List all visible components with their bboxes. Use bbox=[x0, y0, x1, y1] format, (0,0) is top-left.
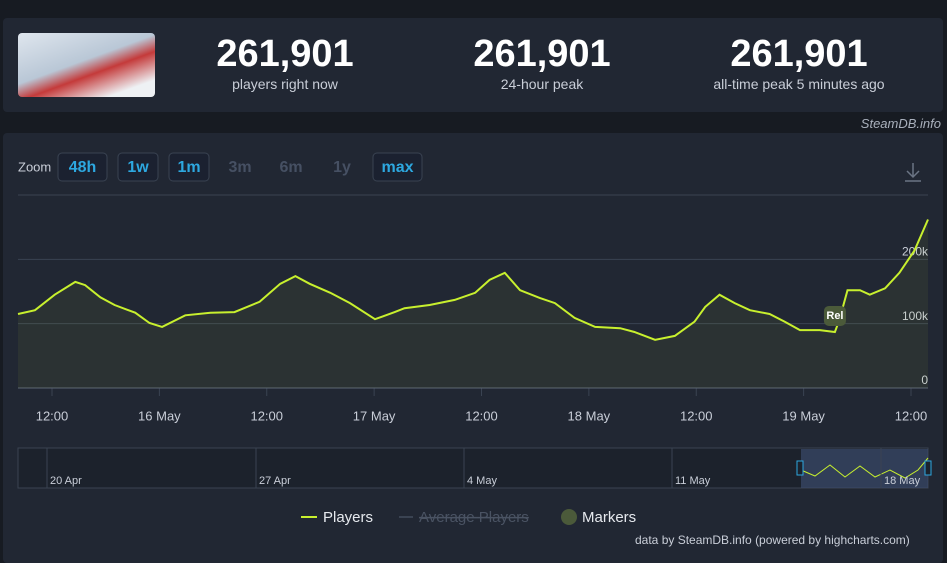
legend-label[interactable]: Average Players bbox=[419, 509, 529, 526]
stat-value: 261,901 bbox=[473, 33, 611, 75]
game-image bbox=[18, 33, 155, 97]
stat: 261,901 24-hour peak bbox=[422, 34, 662, 92]
x-tick-label: 12:00 bbox=[250, 408, 283, 423]
navigator bbox=[17, 447, 929, 489]
y-tick-label: 0 bbox=[921, 373, 928, 387]
stat: 261,901 players right now bbox=[165, 34, 405, 92]
source: data by SteamDB.info (powered by highcha… bbox=[635, 533, 910, 547]
navigator-label: 4 May bbox=[467, 475, 497, 487]
legend-symbol bbox=[561, 509, 577, 525]
zoom-button[interactable] bbox=[117, 152, 159, 182]
stat-label: all-time peak 5 minutes ago bbox=[713, 76, 885, 92]
zoom-button-label: 1y bbox=[333, 159, 351, 176]
x-tick-label: 18 May bbox=[568, 408, 611, 423]
area bbox=[18, 219, 928, 388]
zoom-button-label[interactable]: max bbox=[381, 159, 413, 176]
zoom-button-label[interactable]: 1m bbox=[177, 159, 200, 176]
legend-label[interactable]: Markers bbox=[582, 509, 636, 526]
navigator-handle[interactable] bbox=[924, 460, 932, 476]
zoom-button[interactable] bbox=[57, 152, 108, 182]
chart-card bbox=[3, 133, 943, 563]
zoom-button-label: 6m bbox=[279, 159, 302, 176]
stat: 261,901 all-time peak 5 minutes ago bbox=[679, 34, 919, 92]
zoom-button-label[interactable]: 48h bbox=[69, 159, 97, 176]
line bbox=[17, 219, 929, 341]
x-tick-label: 12:00 bbox=[680, 408, 713, 423]
y-tick-label: 100k bbox=[902, 309, 929, 323]
x-tick-label: 12:00 bbox=[36, 408, 69, 423]
download-icon[interactable] bbox=[905, 163, 921, 182]
zoom-button[interactable] bbox=[168, 152, 210, 182]
zoom-button-label: 3m bbox=[228, 159, 251, 176]
marker-label: Rel bbox=[826, 310, 843, 322]
stat-label: 24-hour peak bbox=[500, 76, 584, 92]
navigator-label: 11 May bbox=[675, 475, 711, 487]
zoom-button[interactable] bbox=[372, 152, 423, 182]
x-tick-label: 12:00 bbox=[465, 408, 498, 423]
navigator-label: 27 Apr bbox=[259, 475, 291, 487]
x-tick-label: 19 May bbox=[782, 408, 825, 423]
marker[interactable] bbox=[823, 305, 846, 326]
navigator-line bbox=[800, 457, 929, 479]
zoom-button-label[interactable]: 1w bbox=[127, 159, 149, 176]
stats-card bbox=[3, 18, 943, 112]
credit: SteamDB.info bbox=[860, 116, 941, 131]
x-tick-label: 17 May bbox=[353, 408, 396, 423]
x-tick-label: 16 May bbox=[138, 408, 181, 423]
stat-label: players right now bbox=[232, 76, 338, 92]
stat-value: 261,901 bbox=[730, 33, 868, 75]
zoom-label: Zoom bbox=[18, 159, 51, 174]
x-tick-label: 12:00 bbox=[895, 408, 928, 423]
navigator-label: 20 Apr bbox=[50, 475, 82, 487]
y-tick-label: 200k bbox=[902, 245, 929, 259]
legend-label[interactable]: Players bbox=[323, 509, 373, 526]
navigator-handle[interactable] bbox=[796, 460, 804, 476]
navigator-label: 18 May bbox=[884, 475, 921, 487]
stat-value: 261,901 bbox=[216, 33, 354, 75]
navigator-window[interactable] bbox=[801, 449, 928, 488]
